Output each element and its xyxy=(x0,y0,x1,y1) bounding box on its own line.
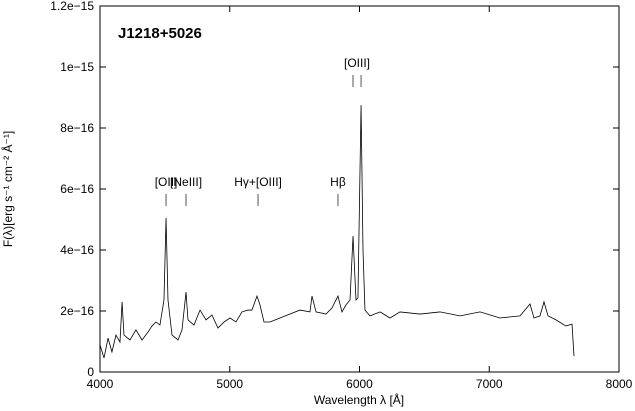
line-label: [OII] xyxy=(155,175,178,189)
x-tick-label: 5000 xyxy=(216,377,243,391)
line-label: [NeIII] xyxy=(170,175,202,189)
line-label: Hβ xyxy=(330,175,346,189)
line-label: Hγ+[OIII] xyxy=(234,175,282,189)
y-tick-label: 1e−15 xyxy=(60,60,94,74)
y-tick-label: 1.2e−15 xyxy=(50,0,94,13)
object-name: J1218+5026 xyxy=(118,25,202,42)
line-label: [OIII] xyxy=(344,56,370,70)
x-tick-label: 8000 xyxy=(606,377,633,391)
y-tick-label: 6e−16 xyxy=(60,182,94,196)
x-tick-label: 7000 xyxy=(476,377,503,391)
y-tick-label: 2e−16 xyxy=(60,304,94,318)
x-tick-label: 6000 xyxy=(346,377,373,391)
x-axis-label: Wavelength λ [Å] xyxy=(314,392,404,407)
y-axis-label: F(λ)[erg s⁻¹ cm⁻² Å⁻¹] xyxy=(0,131,15,247)
spectrum-line xyxy=(99,105,575,359)
x-tick-label: 4000 xyxy=(87,377,114,391)
y-tick-label: 4e−16 xyxy=(60,243,94,257)
y-tick-label: 8e−16 xyxy=(60,121,94,135)
y-tick-label: 0 xyxy=(87,365,94,379)
